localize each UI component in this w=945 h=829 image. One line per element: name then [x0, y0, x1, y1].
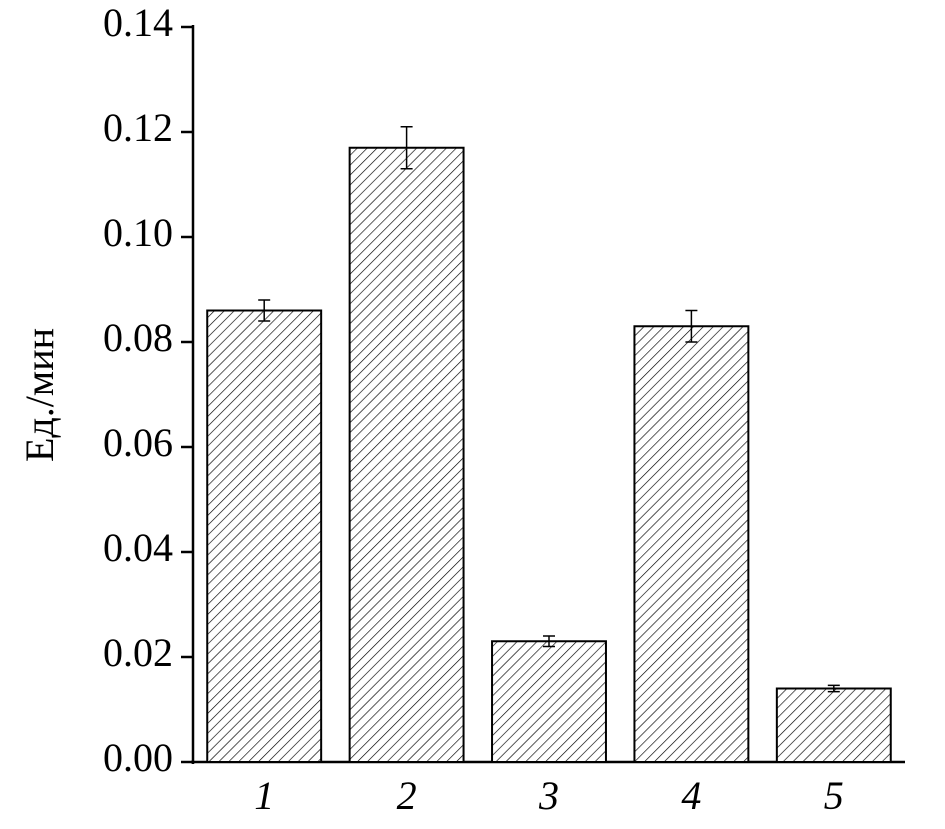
y-tick-label: 0.00	[103, 735, 173, 780]
x-tick-label: 3	[538, 773, 559, 818]
y-tick-label: 0.12	[103, 105, 173, 150]
y-tick-label: 0.02	[103, 630, 173, 675]
bar	[775, 687, 892, 763]
bar	[348, 146, 465, 763]
bar	[633, 325, 750, 763]
y-tick-label: 0.04	[103, 525, 173, 570]
bar	[206, 309, 323, 763]
y-tick-label: 0.08	[103, 315, 173, 360]
x-tick-label: 5	[824, 773, 844, 818]
y-tick-label: 0.10	[103, 210, 173, 255]
x-tick-label: 4	[681, 773, 701, 818]
x-tick-label: 1	[254, 773, 274, 818]
y-axis-label: Ед./мин	[17, 328, 62, 462]
y-tick-label: 0.14	[103, 0, 173, 45]
y-tick-label: 0.06	[103, 420, 173, 465]
x-tick-label: 2	[397, 773, 417, 818]
bar	[491, 640, 607, 763]
